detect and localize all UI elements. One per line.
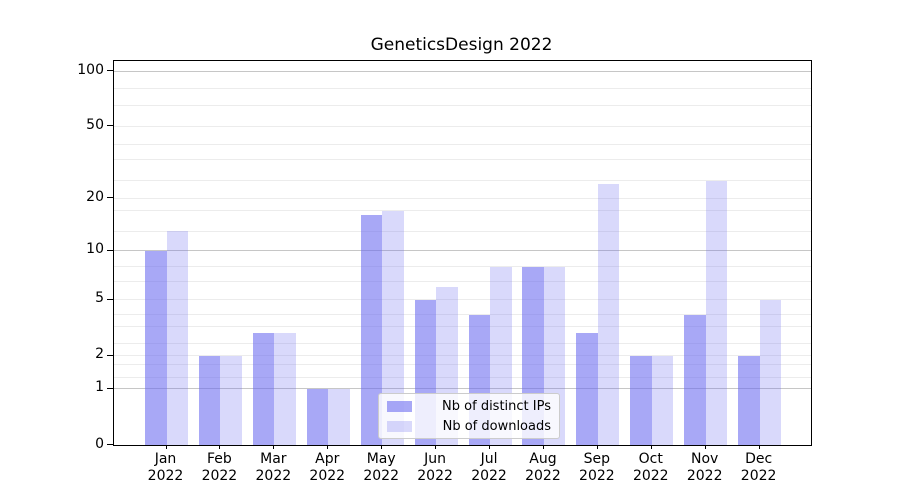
gridline-minor — [114, 180, 811, 182]
y-tick-label: 1 — [95, 379, 104, 396]
x-tick-label: Oct 2022 — [632, 451, 669, 484]
y-tick-label: 20 — [86, 188, 104, 205]
x-tick-label: Apr 2022 — [309, 451, 346, 484]
gridline-minor — [114, 364, 811, 365]
x-tick-mark — [219, 445, 221, 449]
bar-distinct-ips-sep — [576, 332, 598, 445]
gridline-minor — [114, 314, 811, 316]
bar-downloads-jul — [490, 266, 512, 445]
y-tick-mark — [107, 387, 113, 389]
gridline-minor — [114, 197, 811, 199]
bar-distinct-ips-jun — [414, 299, 437, 445]
x-tick-mark — [596, 445, 598, 449]
x-tick-mark — [758, 445, 760, 449]
y-tick-label: 100 — [77, 61, 104, 78]
gridline-minor — [114, 281, 811, 283]
gridline-minor — [114, 210, 811, 212]
bar-distinct-ips-dec — [738, 355, 760, 445]
y-tick-label: 0 — [95, 435, 104, 452]
x-tick-label: Nov 2022 — [686, 451, 723, 484]
bar-downloads-oct — [651, 355, 674, 445]
chart-title: GeneticsDesign 2022 — [370, 35, 553, 55]
x-tick-mark — [650, 445, 652, 449]
y-tick-mark — [107, 444, 113, 445]
bar-distinct-ips-aug — [522, 266, 544, 445]
bar-downloads-dec — [759, 299, 782, 445]
x-tick-label: May 2022 — [363, 451, 399, 484]
x-tick-mark — [435, 445, 437, 449]
y-tick-label: 2 — [95, 346, 104, 363]
y-tick-label: 5 — [95, 290, 104, 307]
gridline-minor — [114, 125, 811, 127]
x-tick-mark — [327, 445, 329, 449]
x-tick-label: Jul 2022 — [471, 451, 507, 484]
x-tick-label: Feb 2022 — [201, 451, 238, 484]
gridline-minor — [114, 230, 811, 232]
y-tick-mark — [107, 70, 113, 71]
bar-downloads-may — [382, 210, 404, 445]
x-tick-label: Jun 2022 — [417, 451, 453, 484]
gridline-minor — [114, 355, 811, 357]
x-tick-mark — [273, 445, 275, 449]
gridline-minor — [114, 88, 811, 90]
gridline-minor — [114, 299, 811, 301]
bar-distinct-ips-jan — [145, 250, 167, 445]
bar-distinct-ips-may — [360, 215, 383, 445]
y-tick-mark — [107, 298, 113, 300]
y-tick-label: 50 — [86, 116, 104, 133]
gridline-major — [114, 250, 811, 252]
gridline-minor — [114, 266, 811, 268]
gridline-minor — [114, 326, 811, 328]
y-tick-mark — [107, 249, 113, 251]
bar-distinct-ips-oct — [630, 355, 652, 445]
gridline-minor — [114, 377, 811, 378]
bar-downloads-mar — [274, 332, 296, 445]
x-tick-mark — [381, 445, 383, 449]
gridline-minor — [114, 158, 811, 160]
x-tick-label: Jan 2022 — [147, 451, 184, 484]
bar-downloads-nov — [705, 180, 728, 445]
bar-distinct-ips-apr — [306, 388, 329, 445]
x-tick-mark — [704, 445, 706, 449]
x-tick-label: Aug 2022 — [525, 451, 561, 484]
bar-distinct-ips-mar — [252, 332, 275, 445]
gridline-major — [114, 70, 811, 72]
bar-downloads-jan — [166, 231, 188, 445]
x-tick-label: Sep 2022 — [579, 451, 615, 484]
x-tick-mark — [542, 445, 544, 449]
gridline-minor — [114, 342, 811, 344]
gridline-minor — [114, 143, 811, 145]
bar-distinct-ips-feb — [198, 355, 221, 445]
y-tick-label: 10 — [86, 241, 104, 258]
x-tick-label: Dec 2022 — [740, 451, 777, 484]
bar-downloads-sep — [597, 184, 620, 445]
y-tick-mark — [107, 197, 113, 199]
plot-area — [113, 60, 812, 446]
y-tick-mark — [107, 354, 113, 356]
bar-distinct-ips-jul — [468, 314, 491, 445]
gridline-minor — [114, 104, 811, 106]
bar-downloads-feb — [220, 355, 242, 445]
x-tick-mark — [489, 445, 491, 449]
x-tick-mark — [165, 445, 167, 449]
bar-downloads-jun — [436, 287, 458, 445]
bar-downloads-apr — [328, 388, 350, 445]
bar-downloads-aug — [543, 266, 566, 445]
y-tick-mark — [107, 125, 113, 127]
bar-distinct-ips-nov — [684, 314, 706, 445]
gridline-major — [114, 388, 811, 390]
x-tick-label: Mar 2022 — [255, 451, 292, 484]
